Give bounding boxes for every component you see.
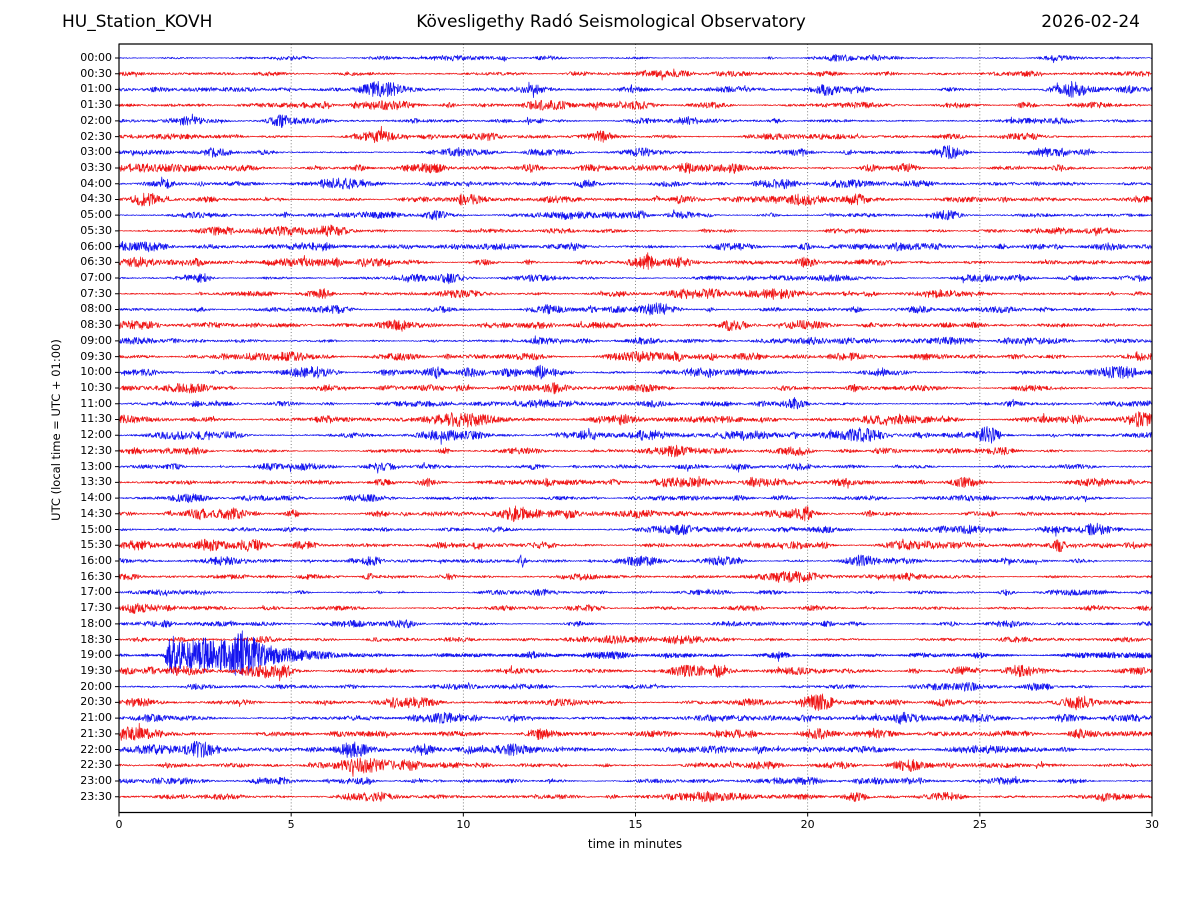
row-label-05-00: 05:00	[80, 208, 112, 222]
row-label-07-00: 07:00	[80, 271, 112, 285]
row-label-15-00: 15:00	[80, 522, 112, 536]
row-label-23-00: 23:00	[80, 773, 112, 787]
row-label-15-30: 15:30	[80, 538, 112, 552]
row-label-01-30: 01:30	[80, 98, 112, 112]
row-label-00-30: 00:30	[80, 66, 112, 80]
row-label-11-00: 11:00	[80, 396, 112, 410]
row-label-21-30: 21:30	[80, 726, 112, 740]
row-label-09-30: 09:30	[80, 349, 112, 363]
x-tick-label-30: 30	[1145, 818, 1159, 831]
row-label-20-00: 20:00	[80, 679, 112, 693]
row-label-19-30: 19:30	[80, 663, 112, 677]
observatory-title: Kövesligethy Radó Seismological Observat…	[416, 12, 806, 32]
x-tick-label-20: 20	[800, 818, 815, 831]
row-label-18-30: 18:30	[80, 632, 112, 646]
row-label-14-30: 14:30	[80, 506, 112, 520]
row-label-01-00: 01:00	[80, 82, 112, 96]
row-label-07-30: 07:30	[80, 286, 112, 300]
row-label-21-00: 21:00	[80, 711, 112, 725]
row-label-02-00: 02:00	[80, 113, 112, 127]
row-label-11-30: 11:30	[80, 412, 112, 426]
row-label-04-30: 04:30	[80, 192, 112, 206]
row-label-16-30: 16:30	[80, 569, 112, 583]
row-label-18-00: 18:00	[80, 616, 112, 630]
row-label-23-30: 23:30	[80, 789, 112, 803]
date-title: 2026-02-24	[1041, 12, 1140, 32]
x-tick-label-15: 15	[628, 818, 643, 831]
row-label-06-30: 06:30	[80, 255, 112, 269]
row-label-13-30: 13:30	[80, 475, 112, 489]
row-label-17-30: 17:30	[80, 601, 112, 615]
row-label-08-30: 08:30	[80, 318, 112, 332]
row-label-14-00: 14:00	[80, 491, 112, 505]
row-label-00-00: 00:00	[80, 51, 112, 64]
row-label-03-00: 03:00	[80, 145, 112, 159]
row-label-16-00: 16:00	[80, 553, 112, 567]
row-label-12-30: 12:30	[80, 443, 112, 457]
row-label-22-30: 22:30	[80, 758, 112, 772]
row-label-10-00: 10:00	[80, 365, 112, 379]
row-label-02-30: 02:30	[80, 129, 112, 143]
x-tick-label-0: 0	[115, 818, 123, 831]
row-label-13-00: 13:00	[80, 459, 112, 473]
x-tick-label-10: 10	[456, 818, 471, 831]
x-axis-label: time in minutes	[587, 837, 683, 851]
row-label-17-00: 17:00	[80, 585, 112, 599]
row-label-05-30: 05:30	[80, 223, 112, 237]
row-label-04-00: 04:00	[80, 176, 112, 190]
row-label-10-30: 10:30	[80, 381, 112, 395]
station-title: HU_Station_KOVH	[62, 12, 213, 32]
row-label-06-00: 06:00	[80, 239, 112, 253]
row-label-09-00: 09:00	[80, 333, 112, 347]
row-label-12-00: 12:00	[80, 428, 112, 442]
row-label-08-00: 08:00	[80, 302, 112, 316]
row-label-22-00: 22:00	[80, 742, 112, 756]
x-tick-label-25: 25	[972, 818, 987, 831]
x-tick-label-5: 5	[287, 818, 295, 831]
row-label-20-30: 20:30	[80, 695, 112, 709]
row-label-03-30: 03:30	[80, 161, 112, 175]
row-label-19-00: 19:00	[80, 648, 112, 662]
